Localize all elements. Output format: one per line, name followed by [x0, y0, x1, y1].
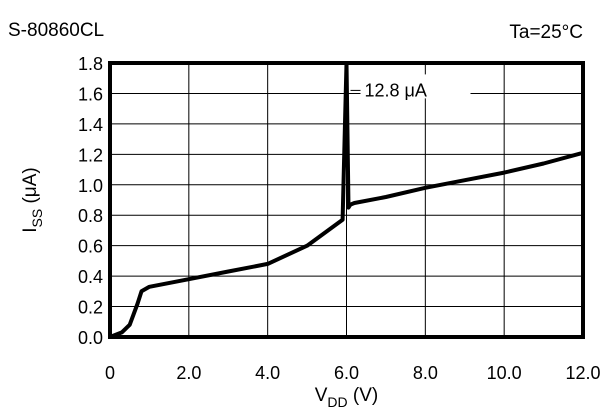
plot-frame	[108, 61, 585, 339]
x-tick-label: 8.0	[413, 363, 438, 383]
y-tick-label: 1.0	[78, 176, 103, 196]
y-tick-label: 0.2	[78, 298, 103, 318]
x-axis-label: VDD (V)	[315, 385, 379, 410]
x-tick-label: 12.0	[565, 363, 600, 383]
y-tick-label: 1.6	[78, 84, 103, 104]
x-tick-label: 0	[105, 363, 115, 383]
x-tick-label: 4.0	[255, 363, 280, 383]
y-axis-label-main: I	[20, 227, 41, 232]
x-tick-label: 6.0	[334, 363, 359, 383]
condition-label: Ta=25°C	[509, 22, 583, 43]
y-axis-label-unit: (μA)	[20, 167, 41, 209]
y-tick-label: 0.6	[78, 237, 103, 257]
y-tick-label: 0.4	[78, 267, 103, 287]
tick-labels: 0.0 0.2 0.4 0.6 0.8 1.0 1.2 1.4 1.6 1.8 0 2.0 4.0 6.0…	[78, 54, 601, 383]
x-axis-label-unit: (V)	[348, 385, 379, 406]
y-tick-label: 1.2	[78, 145, 103, 165]
annotation-bg	[360, 74, 471, 99]
x-axis-label-main: V	[315, 385, 328, 406]
y-axis-label-sub: SS	[29, 209, 45, 228]
y-tick-label: 0.0	[78, 328, 103, 348]
chart-title: S-80860CL	[8, 20, 104, 41]
series-line	[109, 61, 584, 339]
x-tick-label: 2.0	[176, 363, 201, 383]
x-axis-label-sub: DD	[327, 394, 347, 410]
series-layer	[109, 61, 584, 339]
annotation-layer: 12.8 μA	[350, 74, 471, 100]
x-tick-label: 10.0	[487, 363, 522, 383]
annotation-label: 12.8 μA	[365, 80, 427, 100]
y-tick-label: 0.8	[78, 206, 103, 226]
y-tick-label: 1.4	[78, 115, 103, 135]
y-tick-label: 1.8	[78, 54, 103, 74]
y-axis-label: ISS (μA)	[20, 167, 45, 233]
